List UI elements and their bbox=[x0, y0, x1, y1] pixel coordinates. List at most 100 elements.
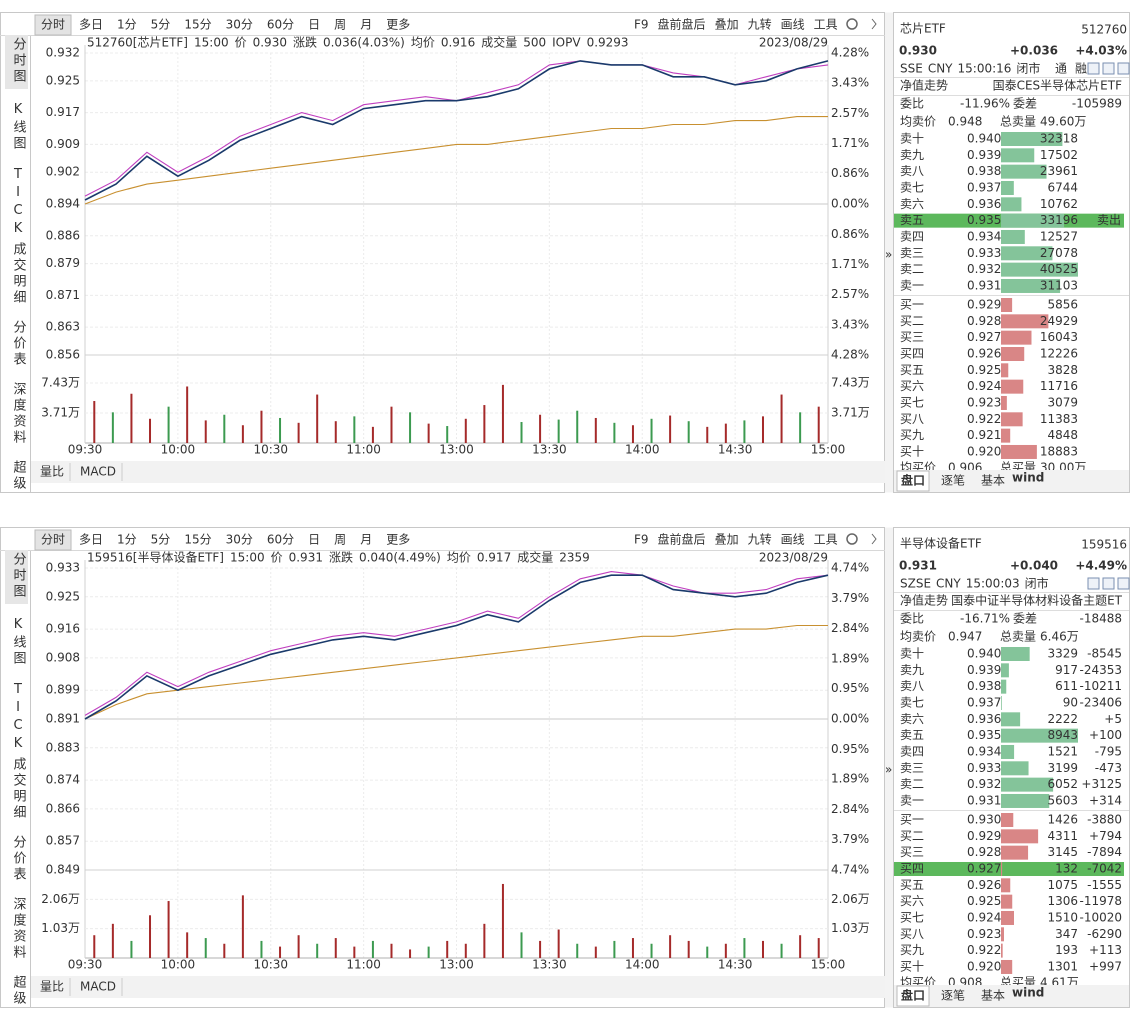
side-tab[interactable]: 超级 bbox=[11, 975, 27, 1007]
toolbar-button[interactable]: 画线 bbox=[781, 18, 805, 32]
toolbar-button[interactable]: 九转 bbox=[748, 17, 772, 32]
toolbar-tab[interactable]: 日 bbox=[308, 18, 320, 32]
toolbar-button[interactable]: 九转 bbox=[748, 532, 772, 547]
toolbar-tab[interactable]: 15分 bbox=[184, 533, 211, 547]
toolbar-tab[interactable]: 周 bbox=[334, 18, 346, 32]
collapse-arrow[interactable]: » bbox=[885, 763, 892, 777]
toolbar-button[interactable]: 盘前盘后 bbox=[658, 532, 706, 547]
toolbar-tab[interactable]: 分时 bbox=[41, 533, 65, 547]
depth-bar bbox=[1001, 647, 1030, 661]
toolbar-tab[interactable]: 60分 bbox=[267, 533, 294, 547]
volume-bar bbox=[576, 410, 579, 443]
toolbar-button[interactable]: 画线 bbox=[781, 533, 805, 547]
indicator-tab[interactable]: 量比 bbox=[40, 465, 64, 479]
quote-icon[interactable] bbox=[1117, 577, 1130, 590]
quote-tab[interactable]: 逐笔 bbox=[941, 988, 965, 1003]
info-value: 0.930 bbox=[253, 36, 287, 50]
quote-tab[interactable]: 基本 bbox=[981, 989, 1005, 1003]
toolbar-button[interactable]: F9 bbox=[634, 533, 649, 547]
quote-icon[interactable] bbox=[1087, 62, 1100, 75]
toolbar-tab[interactable]: 月 bbox=[360, 18, 372, 32]
toolbar-tab[interactable]: 60分 bbox=[267, 18, 294, 32]
y-tick-label: 0.925 bbox=[46, 73, 80, 87]
y2-tick-label: 2.84% bbox=[831, 802, 869, 816]
side-tab[interactable]: 分价表 bbox=[11, 320, 27, 368]
settings-icon[interactable] bbox=[846, 533, 858, 545]
toolbar-tab[interactable]: 5分 bbox=[151, 18, 171, 32]
toolbar-tab[interactable]: 5分 bbox=[151, 533, 171, 547]
toolbar-tab[interactable]: 更多 bbox=[386, 18, 410, 32]
depth-bar bbox=[1001, 197, 1022, 212]
indicator-tab[interactable]: 量比 bbox=[40, 980, 64, 994]
side-tab[interactable]: K线图 bbox=[11, 102, 27, 152]
indicator-tab[interactable]: MACD bbox=[80, 465, 116, 479]
toolbar-tab[interactable]: 30分 bbox=[226, 18, 253, 32]
next-arrow[interactable] bbox=[871, 18, 877, 30]
avg-ask: 0.947 bbox=[948, 630, 982, 644]
volume-bar bbox=[353, 416, 356, 443]
y-tick-label: 0.925 bbox=[46, 589, 80, 603]
depth-bar bbox=[1001, 395, 1007, 410]
toolbar-tab[interactable]: 1分 bbox=[117, 533, 137, 547]
toolbar-button[interactable]: 叠加 bbox=[715, 533, 739, 547]
y2-tick-label: 0.00% bbox=[831, 712, 869, 726]
toolbar-tab[interactable]: 多日 bbox=[79, 18, 103, 32]
panel-frame bbox=[0, 527, 885, 1008]
side-tab[interactable]: 分时图 bbox=[11, 552, 27, 600]
toolbar-tab[interactable]: 30分 bbox=[226, 533, 253, 547]
toolbar-tab[interactable]: 分时 bbox=[41, 18, 65, 32]
toolbar-button[interactable]: 工具 bbox=[814, 18, 838, 32]
side-tab[interactable]: TICK bbox=[11, 167, 26, 239]
side-tab[interactable]: TICK bbox=[11, 682, 26, 754]
x-tick-label: 14:30 bbox=[718, 958, 753, 972]
level-price: 0.923 bbox=[967, 395, 1001, 409]
toolbar-tab[interactable]: 月 bbox=[360, 533, 372, 547]
quote-tab[interactable]: 基本 bbox=[981, 474, 1005, 488]
collapse-arrow[interactable]: » bbox=[885, 248, 892, 262]
info-value: 0.916 bbox=[441, 36, 475, 50]
volume-bar bbox=[149, 418, 152, 443]
settings-icon[interactable] bbox=[846, 18, 858, 30]
quote-tab[interactable]: 盘口 bbox=[901, 473, 925, 488]
toolbar-button[interactable]: 叠加 bbox=[715, 18, 739, 32]
level-volume: 611 bbox=[1055, 679, 1078, 693]
toolbar-button[interactable]: F9 bbox=[634, 18, 649, 32]
level-volume: 3079 bbox=[1047, 395, 1078, 409]
toolbar-tab[interactable]: 更多 bbox=[386, 533, 410, 547]
next-arrow[interactable] bbox=[871, 533, 877, 545]
level-price: 0.939 bbox=[967, 148, 1001, 162]
quote-icon[interactable] bbox=[1102, 62, 1115, 75]
y2-tick-label: 0.95% bbox=[831, 742, 869, 756]
quote-icon[interactable] bbox=[1117, 62, 1130, 75]
toolbar-tab[interactable]: 多日 bbox=[79, 533, 103, 547]
indicator-tab[interactable]: MACD bbox=[80, 980, 116, 994]
y-tick-label: 0.894 bbox=[46, 197, 80, 211]
toolbar-button[interactable]: 工具 bbox=[814, 533, 838, 547]
depth-bar bbox=[1001, 379, 1024, 394]
side-tab[interactable]: 深度资料 bbox=[11, 382, 27, 446]
side-tab[interactable]: 成交明细 bbox=[11, 242, 27, 306]
quote-tab[interactable]: 逐笔 bbox=[941, 473, 965, 488]
volume-bar bbox=[780, 943, 783, 958]
toolbar-tab[interactable]: 周 bbox=[334, 533, 346, 547]
quote-icon[interactable] bbox=[1102, 577, 1115, 590]
side-tab[interactable]: 超级 bbox=[11, 460, 27, 492]
total-ask-label: 总卖量 bbox=[1000, 630, 1036, 644]
toolbar-button[interactable]: 盘前盘后 bbox=[658, 17, 706, 32]
panel-frame bbox=[0, 12, 885, 493]
quote-icon[interactable] bbox=[1087, 577, 1100, 590]
quote-tab[interactable]: 盘口 bbox=[901, 988, 925, 1003]
side-tab[interactable]: 成交明细 bbox=[11, 757, 27, 821]
side-tab[interactable]: K线图 bbox=[11, 617, 27, 667]
level-volume: 2222 bbox=[1047, 712, 1078, 726]
toolbar-tab[interactable]: 15分 bbox=[184, 18, 211, 32]
level-label: 买十 bbox=[900, 444, 924, 458]
toolbar-tab[interactable]: 日 bbox=[308, 533, 320, 547]
side-tab[interactable]: 分时图 bbox=[11, 37, 27, 85]
row-highlight bbox=[894, 861, 1124, 876]
depth-bar bbox=[1001, 132, 1063, 146]
side-tab[interactable]: 深度资料 bbox=[11, 897, 27, 961]
side-tab[interactable]: 分价表 bbox=[11, 835, 27, 883]
toolbar-tab[interactable]: 1分 bbox=[117, 18, 137, 32]
quote-price: 0.930 bbox=[899, 44, 937, 58]
